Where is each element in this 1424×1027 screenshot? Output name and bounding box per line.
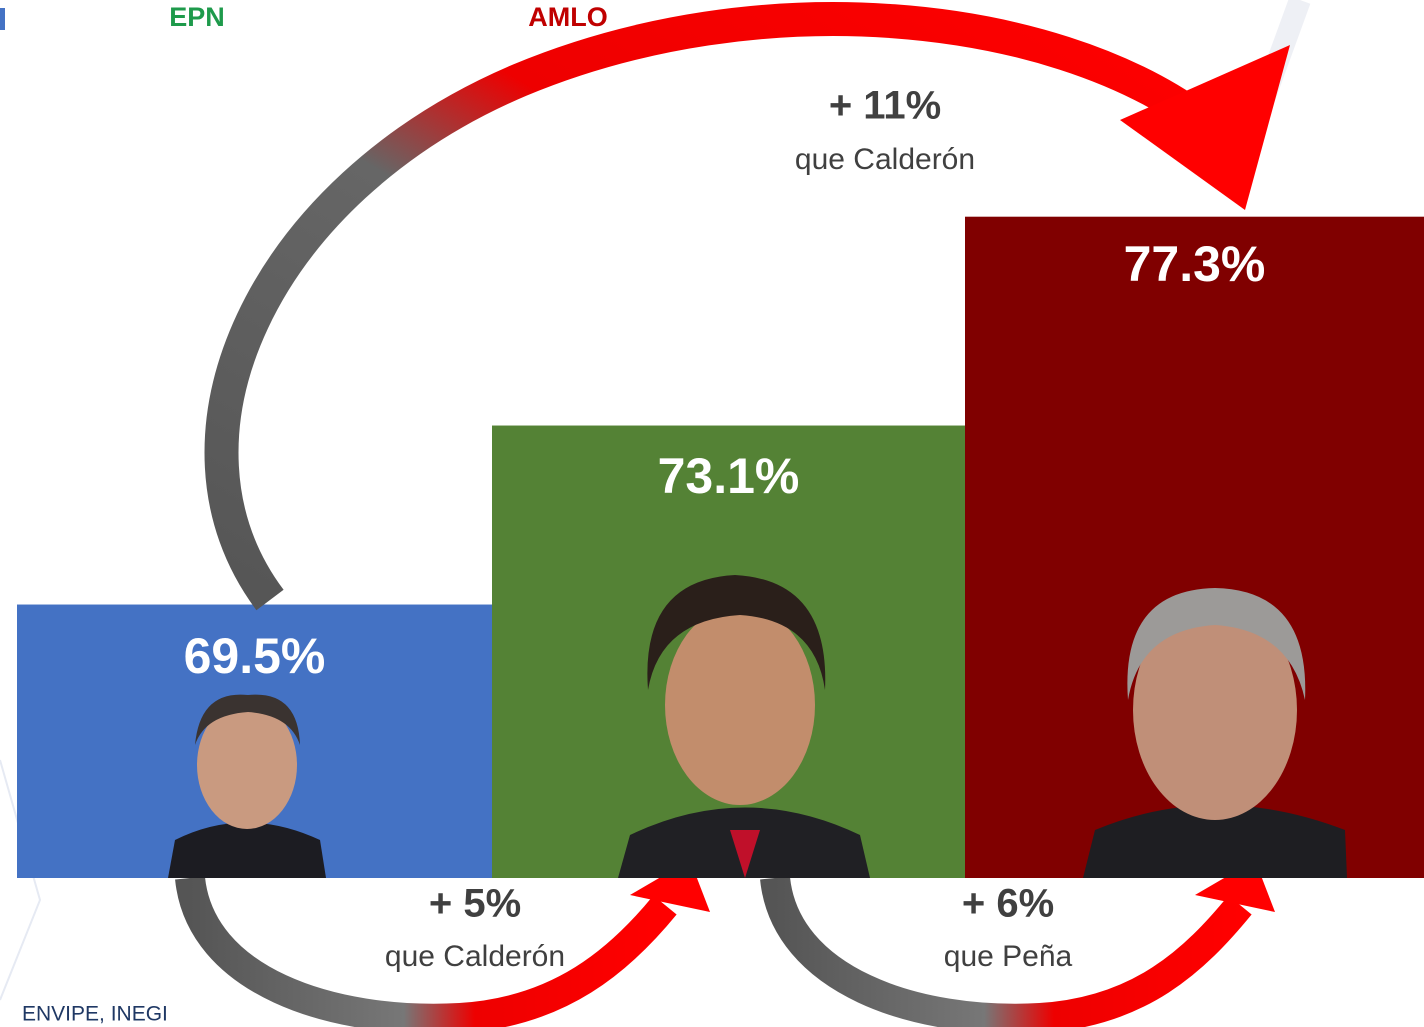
- category-label: EPN: [169, 2, 225, 32]
- value-label: 69.5%: [184, 628, 326, 684]
- annotation: + 11%: [829, 84, 941, 128]
- source: ENVIPE, INEGI: [22, 1003, 168, 1026]
- annotation: + 5%: [429, 882, 521, 926]
- value-label: 77.3%: [1124, 236, 1266, 292]
- annotation: que Peña: [944, 940, 1073, 973]
- annotation: que Calderón: [385, 940, 565, 973]
- page: {"chart_data": {"type": "bar", "categori…: [0, 0, 1424, 1027]
- value-label: 73.1%: [658, 448, 800, 504]
- annotation: que Calderón: [795, 143, 975, 176]
- annotation: + 6%: [962, 882, 1054, 926]
- category-label: AMLO: [528, 2, 607, 32]
- chart: 69.5% 73.1% EPN 77.3% AMLO + 11% que Calderón +…: [0, 0, 1424, 1027]
- category-swatch: [0, 8, 5, 30]
